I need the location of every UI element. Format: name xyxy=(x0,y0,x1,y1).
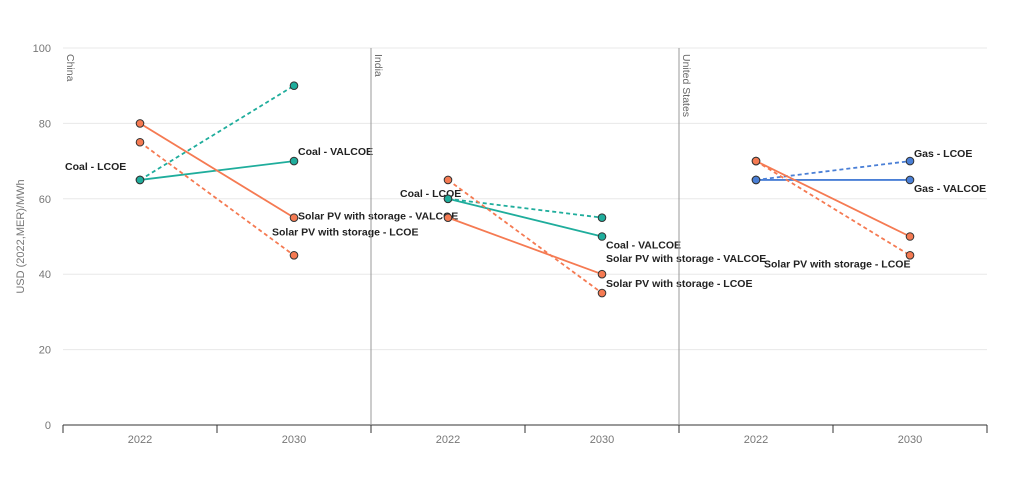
data-point xyxy=(905,232,915,241)
data-point xyxy=(443,213,453,222)
data-point xyxy=(289,213,299,222)
data-point xyxy=(751,175,761,185)
series-line xyxy=(755,160,911,181)
y-tick-label: 40 xyxy=(39,269,51,281)
y-tick-label: 100 xyxy=(33,43,51,55)
y-tick-label: 0 xyxy=(45,420,51,432)
data-point xyxy=(135,175,145,185)
series-line xyxy=(139,84,295,181)
panel-label-india: India xyxy=(372,54,384,77)
series-label: Coal - VALCOE xyxy=(606,240,681,252)
data-point xyxy=(597,269,607,279)
data-point xyxy=(597,288,607,298)
x-tick-label: 2030 xyxy=(898,434,922,446)
series-label: Solar PV with storage - LCOE xyxy=(764,258,910,270)
series-line xyxy=(139,141,295,257)
series-label: Solar PV with storage - VALCOE xyxy=(298,211,458,223)
series-line xyxy=(139,122,295,219)
data-point xyxy=(751,156,761,166)
x-tick-label: 2022 xyxy=(744,434,768,446)
series-line xyxy=(447,197,603,219)
y-tick-label: 20 xyxy=(39,345,51,357)
x-tick-label: 2022 xyxy=(128,434,152,446)
series-label: Coal - LCOE xyxy=(65,161,126,173)
series-line xyxy=(447,179,603,294)
series-line xyxy=(447,216,603,276)
data-point xyxy=(905,175,915,185)
data-point xyxy=(597,232,607,241)
series-line xyxy=(755,160,911,257)
x-tick-label: 2030 xyxy=(590,434,614,446)
x-tick-label: 2022 xyxy=(436,434,460,446)
data-point xyxy=(905,251,915,260)
series-line xyxy=(447,197,603,238)
series-label: Solar PV with storage - LCOE xyxy=(272,226,418,238)
data-point xyxy=(905,156,915,166)
data-point xyxy=(289,156,299,166)
series-label: Gas - VALCOE xyxy=(914,183,986,195)
data-point xyxy=(443,194,453,204)
y-axis-label: USD (2022,MER)/MWh xyxy=(15,179,27,293)
panel-label-united-states: United States xyxy=(680,54,692,117)
y-tick-label: 60 xyxy=(39,194,51,206)
x-tick-label: 2030 xyxy=(282,434,306,446)
y-tick-label: 80 xyxy=(39,118,51,130)
data-point xyxy=(135,119,145,128)
panel-label-china: China xyxy=(64,54,76,82)
series-label: Coal - VALCOE xyxy=(298,146,373,158)
data-point xyxy=(135,137,145,147)
series-label: Gas - LCOE xyxy=(914,148,972,160)
data-point xyxy=(289,81,299,90)
series-label: Solar PV with storage - VALCOE xyxy=(606,253,766,265)
data-point xyxy=(597,213,607,222)
series-line xyxy=(755,160,911,238)
data-point xyxy=(443,175,453,185)
data-point xyxy=(289,251,299,260)
